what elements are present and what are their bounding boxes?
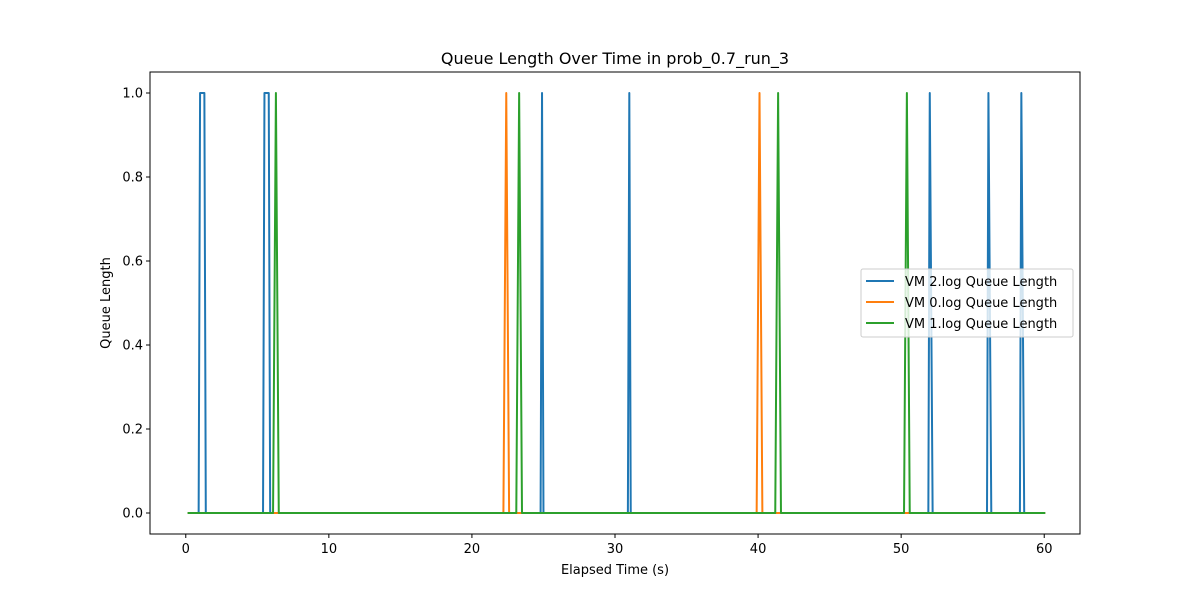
series-layer: [187, 92, 1046, 514]
y-tick-label: 0.4: [122, 339, 143, 354]
chart-title: Queue Length Over Time in prob_0.7_run_3: [441, 49, 789, 69]
y-axis-label: Queue Length: [99, 257, 114, 349]
series-line-2: [187, 92, 1046, 514]
x-tick-label: 50: [893, 542, 910, 557]
x-tick-label: 10: [321, 542, 338, 557]
y-axis-ticks: 0.0 0.2 0.4 0.6 0.8 1.0: [122, 87, 150, 522]
x-tick-label: 20: [464, 542, 481, 557]
legend-label-2: VM 1.log Queue Length: [905, 317, 1057, 332]
x-axis-ticks: 0 10 20 30 40 50 60: [182, 534, 1053, 557]
x-tick-label: 0: [182, 542, 190, 557]
legend-label-1: VM 0.log Queue Length: [905, 296, 1057, 311]
y-tick-label: 0.2: [122, 423, 143, 438]
x-tick-label: 30: [607, 542, 624, 557]
legend-box: [860, 268, 1074, 338]
x-axis-label: Elapsed Time (s): [561, 563, 669, 578]
y-tick-label: 0.0: [122, 507, 143, 522]
y-tick-label: 0.8: [122, 171, 143, 186]
y-tick-label: 0.6: [122, 255, 143, 270]
legend-label-0: VM 2.log Queue Length: [905, 275, 1057, 290]
x-tick-label: 40: [750, 542, 767, 557]
x-tick-label: 60: [1036, 542, 1053, 557]
legend: VM 2.log Queue Length VM 0.log Queue Leng…: [860, 268, 1074, 338]
y-tick-label: 1.0: [122, 87, 143, 102]
